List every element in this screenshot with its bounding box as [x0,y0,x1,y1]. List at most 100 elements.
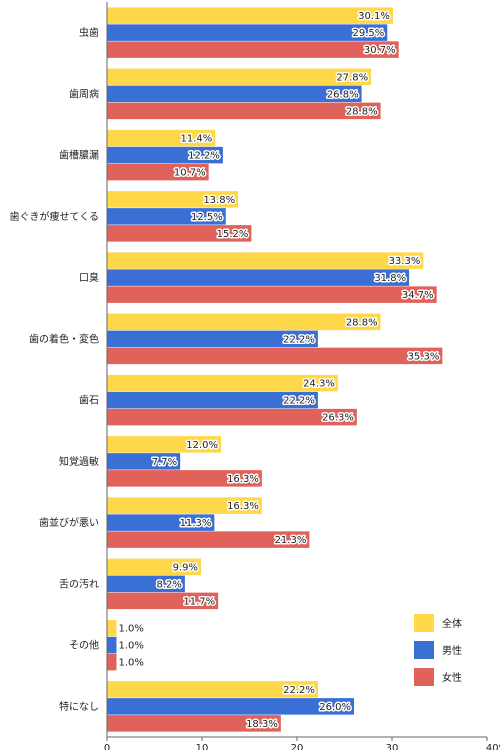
value-label: 8.2% [156,579,181,590]
bar-全体 [107,558,202,576]
bar-女性 [107,653,117,671]
bar-男性 [107,208,226,225]
bar-男性 [107,146,223,164]
value-label: 15.2% [217,229,249,240]
value-label-halo: 10.7% [174,168,206,179]
value-label: 28.8% [346,106,378,117]
value-label-halo: 12.5% [191,212,223,223]
value-label: 26.8% [327,89,359,100]
value-label: 18.3% [246,719,278,730]
value-label: 22.2% [283,334,315,345]
value-label: 16.3% [227,474,259,485]
value-label: 28.8% [346,317,378,328]
category-label: 知覚過敏 [59,455,99,468]
value-label: 34.7% [402,290,434,301]
value-label: 30.1% [358,11,390,22]
value-label-halo: 27.8% [336,72,368,83]
value-label-halo: 26.0% [319,702,351,713]
value-label-halo: 22.2% [283,685,315,696]
value-label-halo: 16.3% [227,474,259,485]
value-label: 30.7% [364,45,396,56]
value-label: 11.3% [180,518,212,529]
legend-label: 男性 [442,644,462,657]
value-label-halo: 1.0% [119,641,144,652]
bar-全体 [107,191,239,208]
value-label-halo: 11.3% [180,518,212,529]
value-label: 7.7% [152,457,177,468]
bar-女性 [107,102,381,120]
value-label: 11.7% [183,596,215,607]
category-label: 口臭 [79,271,99,284]
bar-男性 [107,269,410,286]
value-label: 27.8% [336,72,368,83]
x-tick-label: 40% [486,743,500,750]
bar-女性 [107,41,399,58]
x-tick-label: 20 [291,743,304,750]
value-label-halo: 30.7% [364,45,396,56]
value-label: 35.3% [408,351,440,362]
value-label-halo: 8.2% [156,579,181,590]
legend-label: 全体 [442,617,462,630]
value-label: 29.5% [352,28,384,39]
bar-女性 [107,470,262,487]
value-label: 1.0% [119,658,144,669]
x-tick-label: 30 [386,743,399,750]
axes-group: 0 10 20 30 40% [104,2,500,750]
value-label: 10.7% [174,168,206,179]
bar-全体 [107,313,381,331]
value-label-halo: 12.2% [188,151,220,162]
value-label-halo: 33.3% [389,256,421,267]
value-label: 22.2% [283,685,315,696]
value-label: 24.3% [303,379,335,390]
category-label: 特になし [59,701,99,713]
legend-swatch-女性 [414,668,434,686]
value-label: 33.3% [389,256,421,267]
value-label: 13.8% [203,195,235,206]
bar-全体 [107,619,117,637]
value-label-halo: 11.4% [181,134,213,145]
value-label-halo: 21.3% [275,535,307,546]
value-label-halo: 18.3% [246,719,278,730]
value-label: 16.3% [227,501,259,512]
bar-男性 [107,698,354,715]
value-label: 12.2% [188,151,220,162]
legend-label: 女性 [442,671,462,684]
value-labels-group: 30.1%30.1%29.5%29.5%30.7%30.7%27.8%27.8%… [117,10,441,732]
bar-女性 [107,531,310,548]
bar-全体 [107,7,393,24]
value-label: 11.4% [181,134,213,145]
value-label-halo: 24.3% [303,379,335,390]
bar-女性 [107,592,219,610]
bar-男性 [107,391,318,409]
bar-全体 [107,129,216,147]
value-label-halo: 9.9% [173,562,198,573]
bar-男性 [107,85,362,103]
bar-全体 [107,374,338,392]
bar-女性 [107,408,357,426]
bar-女性 [107,347,443,365]
value-label-halo: 15.2% [217,229,249,240]
value-label: 21.3% [275,535,307,546]
value-label-halo: 22.2% [283,334,315,345]
bar-女性 [107,163,209,181]
value-label-halo: 16.3% [227,501,259,512]
value-label-halo: 1.0% [119,658,144,669]
value-label-halo: 31.8% [374,273,406,284]
value-label: 1.0% [119,641,144,652]
bar-男性 [107,330,318,348]
bar-女性 [107,225,252,242]
bar-男性 [107,453,181,470]
category-label: 歯並びが悪い [39,516,99,529]
value-label: 31.8% [374,273,406,284]
value-label-halo: 30.1% [358,11,390,22]
value-label-halo: 29.5% [352,28,384,39]
value-label-halo: 11.7% [183,596,215,607]
value-label-halo: 13.8% [203,195,235,206]
value-label: 9.9% [173,562,198,573]
bar-女性 [107,715,281,732]
bar-全体 [107,681,318,698]
value-label-halo: 22.2% [283,396,315,407]
category-label: その他 [69,639,99,652]
